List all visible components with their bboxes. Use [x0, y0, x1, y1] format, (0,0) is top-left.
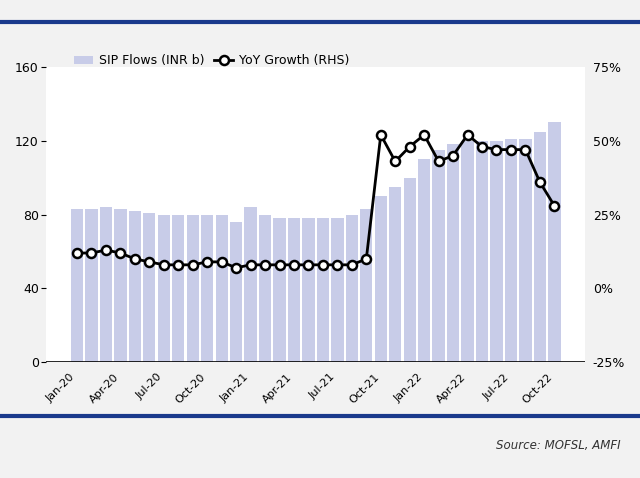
Bar	[461, 141, 474, 362]
Bar	[505, 139, 517, 362]
Bar	[332, 218, 344, 362]
Bar	[418, 159, 430, 362]
Bar	[187, 215, 199, 362]
Bar	[490, 141, 502, 362]
Text: Source: MOFSL, AMFI: Source: MOFSL, AMFI	[496, 439, 621, 452]
Bar	[201, 215, 213, 362]
Bar	[273, 218, 285, 362]
Bar	[433, 150, 445, 362]
Bar	[259, 215, 271, 362]
Bar	[157, 215, 170, 362]
Bar	[100, 207, 112, 362]
Bar	[230, 222, 243, 362]
Bar	[389, 187, 401, 362]
Bar	[317, 218, 329, 362]
Bar	[172, 215, 184, 362]
Bar	[288, 218, 300, 362]
Bar	[216, 215, 228, 362]
Bar	[115, 209, 127, 362]
Legend: SIP Flows (INR b), YoY Growth (RHS): SIP Flows (INR b), YoY Growth (RHS)	[68, 50, 355, 73]
Bar	[548, 122, 561, 362]
Bar	[71, 209, 83, 362]
Bar	[129, 211, 141, 362]
Bar	[302, 218, 315, 362]
Bar	[404, 178, 416, 362]
Bar	[519, 139, 532, 362]
Bar	[346, 215, 358, 362]
Bar	[447, 144, 460, 362]
Bar	[476, 141, 488, 362]
Bar	[374, 196, 387, 362]
Bar	[143, 213, 156, 362]
Bar	[360, 209, 372, 362]
Bar	[85, 209, 98, 362]
Bar	[244, 207, 257, 362]
Bar	[534, 131, 546, 362]
